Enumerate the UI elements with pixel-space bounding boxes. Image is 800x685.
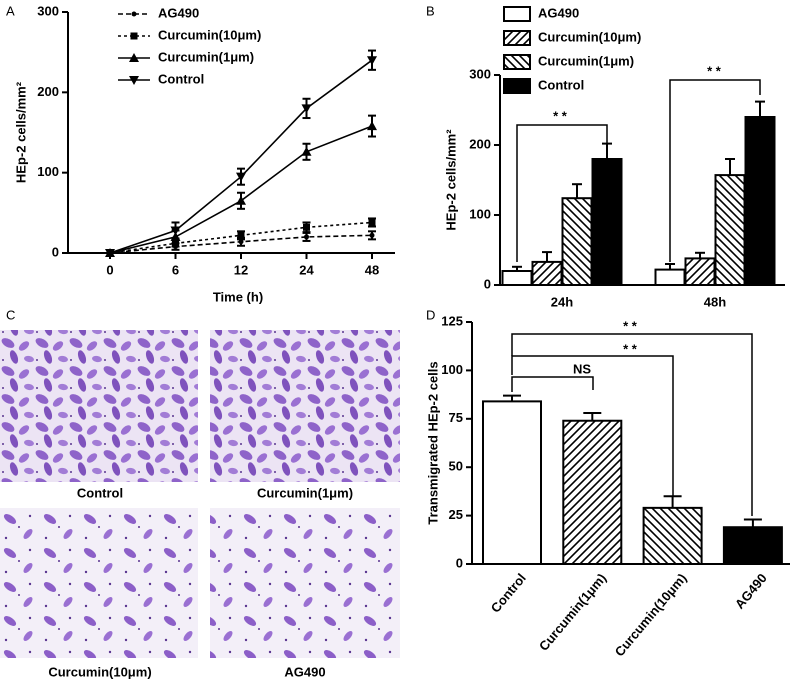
y-axis-label: HEp-2 cells/mm² <box>13 81 28 183</box>
significance-label: * * <box>553 108 568 123</box>
marker <box>130 32 138 40</box>
y-tick-label: 0 <box>52 244 59 259</box>
bar <box>642 506 703 565</box>
bar <box>482 400 542 565</box>
x-tick-label: AG490 <box>732 570 770 611</box>
significance-label: * * <box>707 63 722 78</box>
y-tick-label: 75 <box>449 410 463 425</box>
bar <box>684 257 716 286</box>
marker <box>236 172 246 182</box>
micrograph-caption: Control <box>77 485 123 500</box>
y-tick-label: 100 <box>469 206 491 221</box>
marker <box>237 231 245 239</box>
significance-label: * * <box>623 318 638 333</box>
x-tick-label: 48 <box>365 262 379 277</box>
micrograph <box>0 508 198 658</box>
x-tick-label: Control <box>488 570 529 615</box>
x-tick-label: 24h <box>551 294 573 309</box>
bar <box>714 174 746 287</box>
y-tick-label: 50 <box>449 459 463 474</box>
panel-label: A <box>6 3 15 18</box>
marker <box>301 146 312 156</box>
marker <box>236 195 246 205</box>
legend-swatch <box>503 54 531 70</box>
marker <box>367 121 377 131</box>
legend-swatch <box>503 78 531 94</box>
bar <box>531 260 563 286</box>
significance-bracket <box>511 355 674 496</box>
panel-label: D <box>426 307 435 322</box>
line <box>109 59 373 254</box>
y-tick-label: 100 <box>441 362 463 377</box>
y-tick-label: 300 <box>37 3 59 18</box>
x-tick-label: 24 <box>299 262 314 277</box>
significance-bracket <box>516 124 608 262</box>
marker <box>369 232 375 238</box>
y-axis-label: Transmigrated HEp-2 cells <box>425 361 440 524</box>
legend-label: Control <box>538 77 584 92</box>
marker <box>129 76 139 85</box>
significance-bracket <box>669 79 761 262</box>
x-tick-label: 6 <box>172 262 179 277</box>
marker <box>105 249 115 258</box>
x-tick-label: Curcumin(1μm) <box>536 570 609 653</box>
legend-label: Control <box>158 71 204 86</box>
bar <box>501 270 533 286</box>
x-tick-label: Curcumin(10μm) <box>612 570 690 659</box>
panel-label: C <box>6 307 15 322</box>
bar <box>744 116 776 286</box>
micrograph-caption: Curcumin(10μm) <box>48 664 151 679</box>
panel-label: B <box>426 3 435 18</box>
marker <box>368 218 376 226</box>
y-tick-label: 0 <box>484 276 491 291</box>
marker <box>303 223 310 231</box>
x-tick-label: 12 <box>234 262 248 277</box>
y-axis-label: HEp-2 cells/mm² <box>443 129 458 231</box>
marker <box>170 226 181 236</box>
x-axis-label: Time (h) <box>213 289 263 304</box>
y-tick-label: 200 <box>37 84 59 99</box>
legend-label: Curcumin(1μm) <box>158 49 254 64</box>
bar <box>654 268 686 287</box>
micrograph <box>0 330 198 482</box>
significance-label: NS <box>573 361 591 376</box>
significance-bracket <box>511 376 594 392</box>
micrograph-caption: AG490 <box>284 664 325 679</box>
y-tick-label: 300 <box>469 66 491 81</box>
legend-swatch <box>503 6 531 22</box>
legend-label: Curcumin(10μm) <box>158 27 261 42</box>
significance-label: * * <box>623 341 638 356</box>
marker <box>301 104 312 114</box>
x-tick-label: 48h <box>704 294 726 309</box>
y-tick-label: 25 <box>449 507 463 522</box>
micrograph <box>210 508 400 658</box>
bar <box>591 158 623 286</box>
micrograph-caption: Curcumin(1μm) <box>257 485 353 500</box>
legend-label: Curcumin(1μm) <box>538 53 634 68</box>
marker <box>367 56 377 66</box>
legend-label: Curcumin(10μm) <box>538 29 641 44</box>
marker <box>238 239 244 245</box>
legend-label: AG490 <box>538 5 579 20</box>
bar <box>562 419 623 565</box>
x-tick-label: 0 <box>106 262 113 277</box>
y-tick-label: 0 <box>456 555 463 570</box>
legend-swatch <box>503 30 531 46</box>
marker <box>131 11 137 17</box>
bar <box>722 526 783 566</box>
marker <box>129 53 139 62</box>
y-tick-label: 125 <box>441 313 463 328</box>
y-tick-label: 200 <box>469 136 491 151</box>
y-tick-label: 100 <box>37 164 59 179</box>
bar <box>561 197 593 286</box>
marker <box>304 234 309 240</box>
significance-bracket <box>511 333 753 516</box>
legend-label: AG490 <box>158 5 199 20</box>
micrograph <box>210 330 400 482</box>
